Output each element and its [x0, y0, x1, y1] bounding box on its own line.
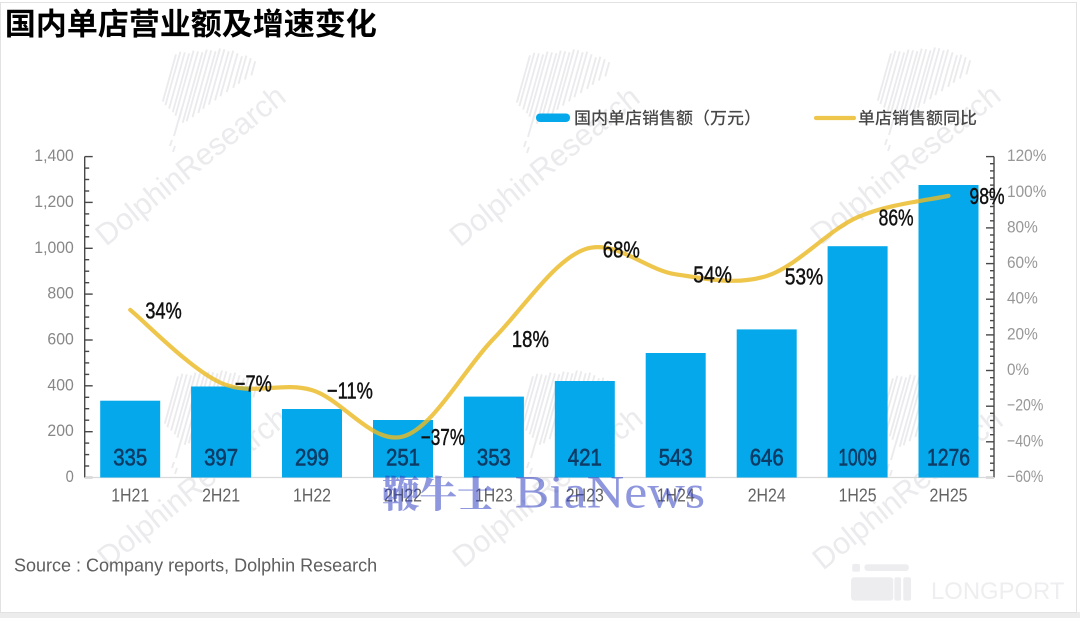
- svg-text:251: 251: [386, 444, 420, 471]
- svg-text:421: 421: [568, 444, 602, 471]
- svg-text:335: 335: [113, 444, 147, 471]
- svg-text:800: 800: [47, 284, 73, 303]
- svg-text:−37%: −37%: [421, 424, 465, 450]
- svg-text:200: 200: [47, 421, 73, 440]
- svg-text:2H21: 2H21: [202, 486, 240, 506]
- svg-text:0: 0: [66, 467, 74, 486]
- svg-text:86%: 86%: [879, 205, 914, 231]
- svg-text:0%: 0%: [1007, 360, 1029, 379]
- svg-text:2H25: 2H25: [930, 486, 968, 506]
- svg-text:400: 400: [47, 375, 73, 394]
- svg-text:397: 397: [204, 444, 238, 471]
- svg-text:600: 600: [47, 330, 73, 349]
- svg-text:BiaNews: BiaNews: [515, 467, 706, 519]
- svg-text:543: 543: [659, 444, 693, 471]
- svg-text:120%: 120%: [1007, 146, 1046, 165]
- svg-text:Source : Company reports, Dolp: Source : Company reports, Dolphin Resear…: [14, 555, 377, 575]
- svg-text:80%: 80%: [1007, 217, 1038, 236]
- svg-text:1H22: 1H22: [293, 486, 331, 506]
- svg-text:646: 646: [750, 444, 784, 471]
- svg-text:53%: 53%: [785, 263, 824, 289]
- svg-text:1276: 1276: [927, 444, 970, 471]
- svg-text:1,400: 1,400: [34, 146, 74, 165]
- svg-text:54%: 54%: [693, 262, 732, 288]
- svg-text:1H25: 1H25: [839, 486, 877, 506]
- svg-text:−40%: −40%: [1007, 431, 1043, 450]
- svg-text:299: 299: [295, 444, 329, 471]
- svg-text:100%: 100%: [1007, 182, 1046, 201]
- svg-text:1009: 1009: [838, 444, 877, 471]
- svg-text:34%: 34%: [145, 297, 182, 323]
- svg-text:−11%: −11%: [327, 378, 373, 404]
- svg-text:−60%: −60%: [1007, 467, 1043, 486]
- svg-text:1,000: 1,000: [34, 238, 74, 257]
- svg-text:LONGPORT: LONGPORT: [931, 578, 1065, 605]
- svg-text:2H23: 2H23: [566, 486, 604, 506]
- svg-text:1H24: 1H24: [657, 486, 695, 506]
- svg-text:1H21: 1H21: [111, 486, 149, 506]
- svg-text:1H23: 1H23: [475, 486, 513, 506]
- svg-text:68%: 68%: [603, 237, 640, 263]
- svg-text:98%: 98%: [970, 183, 1005, 209]
- svg-text:2H24: 2H24: [748, 486, 786, 506]
- svg-text:−20%: −20%: [1007, 396, 1043, 415]
- svg-text:18%: 18%: [512, 326, 549, 352]
- svg-text:−7%: −7%: [235, 370, 272, 396]
- svg-text:40%: 40%: [1007, 289, 1038, 308]
- svg-text:353: 353: [477, 444, 511, 471]
- svg-text:60%: 60%: [1007, 253, 1038, 272]
- svg-text:1,200: 1,200: [34, 192, 74, 211]
- svg-text:20%: 20%: [1007, 324, 1038, 343]
